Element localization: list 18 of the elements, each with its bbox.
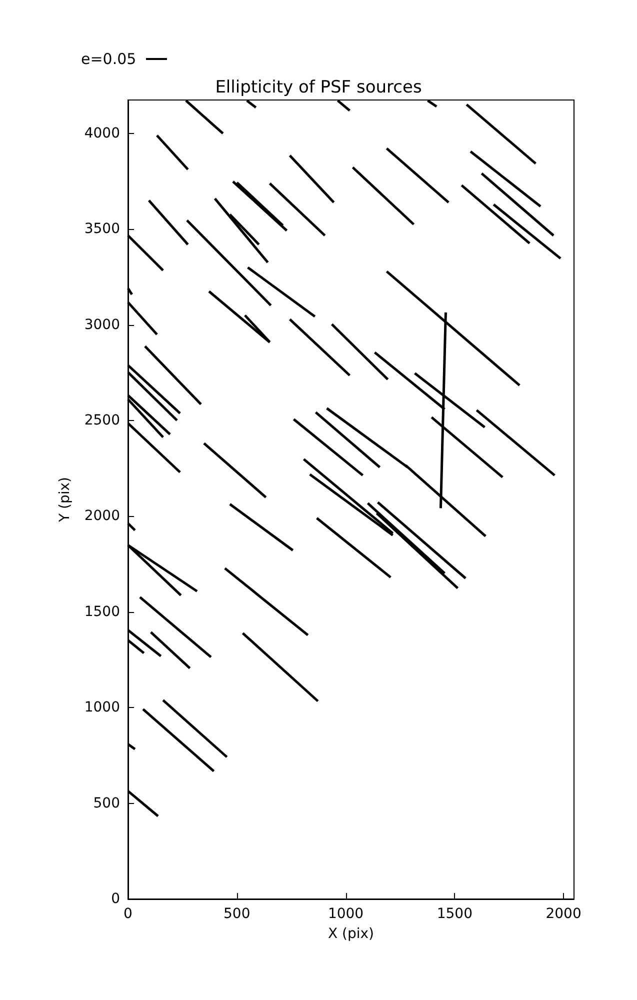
x-tick-label: 500 [224, 906, 250, 922]
y-tick-label: 1000 [84, 700, 120, 716]
x-axis-title: X (pix) [328, 926, 374, 942]
x-tick-label: 0 [124, 906, 132, 922]
x-tick-label: 1000 [328, 906, 364, 922]
y-tick-label: 3000 [84, 316, 120, 333]
text: e=0.05 [81, 50, 136, 68]
x-tick-label: 2000 [546, 906, 582, 922]
y-tick-label: 1500 [84, 604, 120, 620]
y-tick-label: 4000 [84, 125, 120, 142]
y-tick-label: 0 [111, 891, 120, 907]
y-tick-label: 2500 [84, 412, 120, 429]
y-tick-label: 500 [93, 795, 120, 812]
y-axis-title: Y (pix) [57, 477, 73, 523]
y-tick-label: 2000 [84, 508, 120, 524]
x-tick-label: 1500 [436, 906, 472, 922]
y-tick-label: 3500 [84, 221, 120, 238]
chart-title: Ellipticity of PSF sources [215, 78, 422, 98]
